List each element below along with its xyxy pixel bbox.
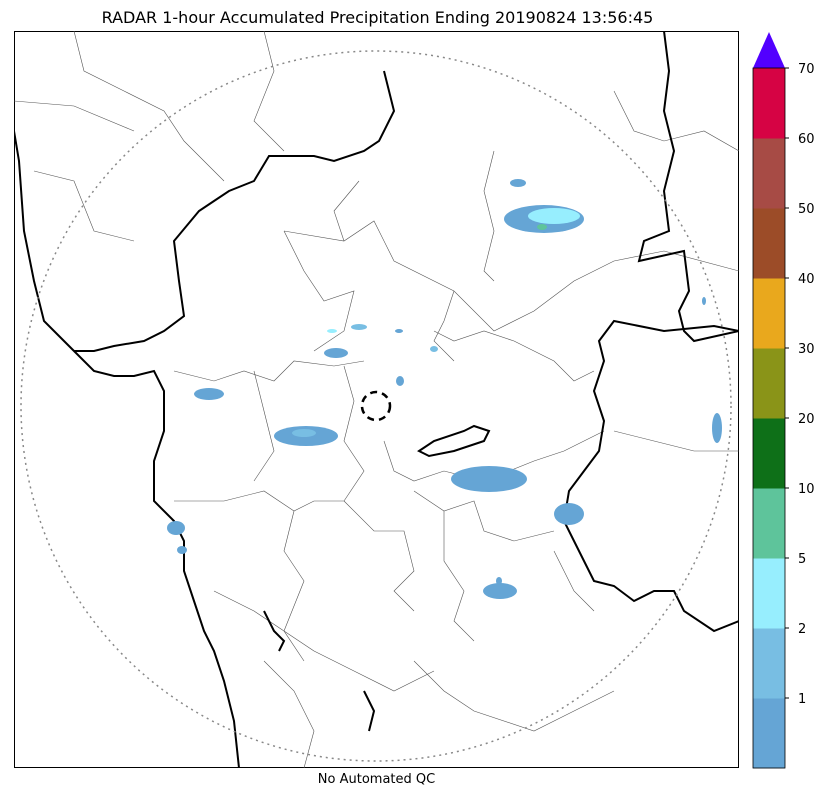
range-ring [20, 50, 732, 762]
colorbar-tick-label: 40 [798, 272, 815, 287]
colorbar-level-0 [753, 698, 785, 769]
precipitation-echoes [167, 179, 722, 599]
colorbar-tick-label: 50 [798, 202, 815, 217]
colorbar-top-label: 70 [798, 62, 815, 77]
radar-site-marker [360, 390, 392, 422]
colorbar-tick-label: 5 [798, 552, 806, 567]
map-title: RADAR 1-hour Accumulated Precipitation E… [101, 8, 654, 27]
colorbar-level-4 [753, 418, 785, 489]
colorbar-level-9 [753, 68, 785, 139]
colorbar-tick-label: 30 [798, 342, 815, 357]
colorbar-extend-arrow [753, 32, 785, 68]
qc-note: No Automated QC [317, 772, 436, 787]
colorbar: 1 2 5 10 20 30 40 50 60 70 [752, 32, 815, 769]
colorbar-tick-label: 60 [798, 132, 815, 147]
colorbar-level-7 [753, 208, 785, 279]
colorbar-level-3 [753, 488, 785, 559]
colorbar-tick-label: 1 [798, 692, 806, 707]
colorbar-level-5 [753, 348, 785, 419]
colorbar-level-6 [753, 278, 785, 349]
colorbar-level-2 [753, 558, 785, 629]
colorbar-tick-label: 20 [798, 412, 815, 427]
colorbar-tick-label: 10 [798, 482, 815, 497]
state-boundaries [14, 31, 739, 768]
colorbar-tick-label: 2 [798, 622, 806, 637]
colorbar-level-1 [753, 628, 785, 699]
precipitation-map [14, 31, 739, 768]
colorbar-level-8 [753, 138, 785, 209]
